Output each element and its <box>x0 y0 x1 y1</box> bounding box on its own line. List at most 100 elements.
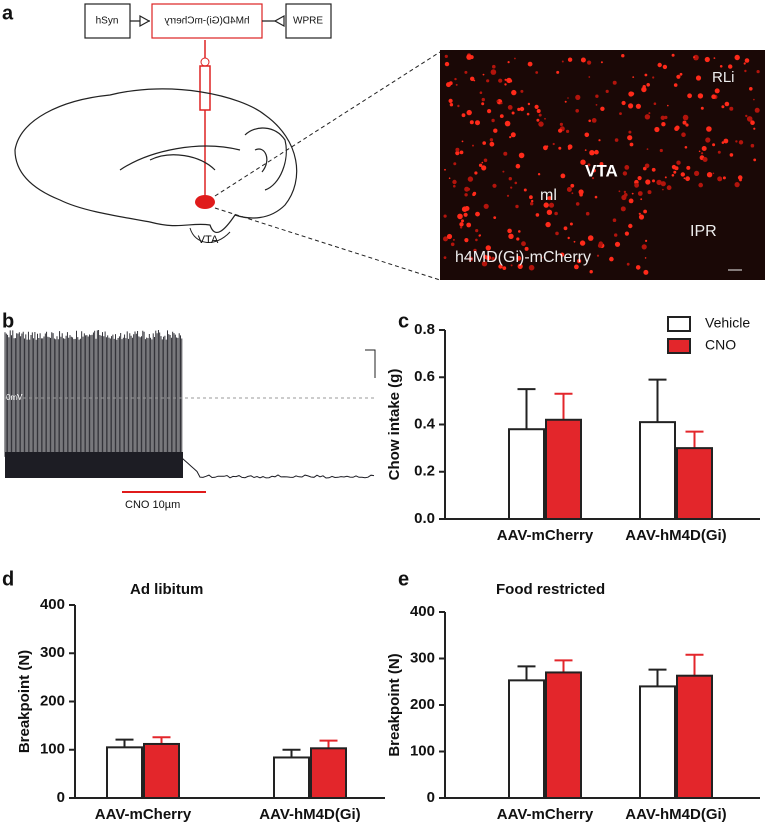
cell <box>635 265 641 270</box>
cell <box>671 174 675 177</box>
cell <box>706 126 712 132</box>
chart-title: Ad libitum <box>130 581 203 598</box>
cell <box>628 198 634 204</box>
cell <box>598 139 601 142</box>
cell <box>464 238 469 243</box>
y-tick-label: 100 <box>40 741 65 758</box>
cell <box>683 177 686 180</box>
cell <box>646 148 649 151</box>
cell <box>729 106 734 111</box>
cell <box>753 158 757 162</box>
cell <box>515 163 521 169</box>
cell <box>468 256 474 262</box>
cell <box>717 150 721 154</box>
cell <box>515 204 519 209</box>
y-axis-label: Chow intake (g) <box>386 369 403 481</box>
cell <box>673 170 677 174</box>
cell <box>444 61 450 67</box>
cell <box>628 223 633 229</box>
cell <box>449 103 454 107</box>
cell <box>473 248 477 253</box>
cell <box>629 142 634 147</box>
cell <box>685 123 689 127</box>
cell <box>526 112 530 116</box>
cell <box>637 176 642 181</box>
y-tick-label: 0.8 <box>414 321 435 338</box>
cell <box>535 213 540 217</box>
cell <box>459 226 463 229</box>
cell <box>675 125 680 130</box>
cell <box>493 216 497 220</box>
cell <box>448 177 451 179</box>
cell <box>496 100 499 103</box>
cell <box>538 113 542 117</box>
cell <box>628 130 632 134</box>
construct-label: hM4D(Gi)-mCherry <box>165 16 250 27</box>
cell <box>666 185 672 191</box>
cell <box>662 64 668 70</box>
bar <box>508 428 545 521</box>
cell <box>711 94 716 99</box>
micrograph-label: VTA <box>585 161 618 180</box>
cell <box>536 109 541 113</box>
cell <box>507 105 513 110</box>
cell <box>502 170 505 173</box>
cell <box>584 149 587 152</box>
cell <box>612 80 617 85</box>
cell <box>527 102 531 106</box>
cell <box>661 122 666 127</box>
cell <box>545 221 551 228</box>
cell <box>686 165 691 170</box>
cell <box>585 211 590 216</box>
cell <box>745 114 748 118</box>
cell <box>521 241 526 247</box>
cell <box>654 126 660 133</box>
cell <box>561 60 564 63</box>
cell <box>753 98 755 101</box>
cell <box>664 115 668 120</box>
micrograph-label: ml <box>540 187 557 204</box>
cell <box>448 98 453 103</box>
cell <box>455 147 460 152</box>
y-tick-label: 0.6 <box>414 368 435 385</box>
cell <box>492 64 496 69</box>
cell <box>498 78 503 83</box>
cell <box>587 235 594 241</box>
cell <box>518 230 521 233</box>
cell <box>646 83 650 87</box>
trace-base <box>5 452 183 478</box>
cell <box>450 242 455 247</box>
y-tick-label: 400 <box>40 596 65 613</box>
spikes <box>4 330 183 475</box>
cell <box>621 100 626 106</box>
cell <box>624 165 630 170</box>
x-tick-label: AAV-mCherry <box>497 806 594 823</box>
cell <box>693 54 699 61</box>
cell <box>543 202 549 208</box>
cell <box>587 60 592 65</box>
micrograph-label: IPR <box>690 223 717 240</box>
cell <box>566 129 570 133</box>
cell <box>619 112 622 115</box>
construct-box <box>285 3 332 39</box>
cell <box>626 262 630 266</box>
cell <box>631 192 634 195</box>
stim-label: CNO 10µm <box>125 499 180 511</box>
cell <box>588 119 591 123</box>
cell <box>444 168 446 171</box>
cell <box>644 73 648 77</box>
cell <box>481 97 485 102</box>
bar <box>639 421 676 521</box>
cell <box>622 171 628 176</box>
cell <box>643 166 647 171</box>
y-tick-label: 0.0 <box>414 510 435 527</box>
construct <box>84 3 332 39</box>
micrograph-label: RLi <box>712 69 735 86</box>
cell <box>671 164 677 170</box>
cell <box>749 87 753 91</box>
cell <box>739 178 742 182</box>
y-axis-label: Breakpoint (N) <box>386 653 403 756</box>
cell <box>620 206 626 212</box>
cell <box>653 102 657 105</box>
